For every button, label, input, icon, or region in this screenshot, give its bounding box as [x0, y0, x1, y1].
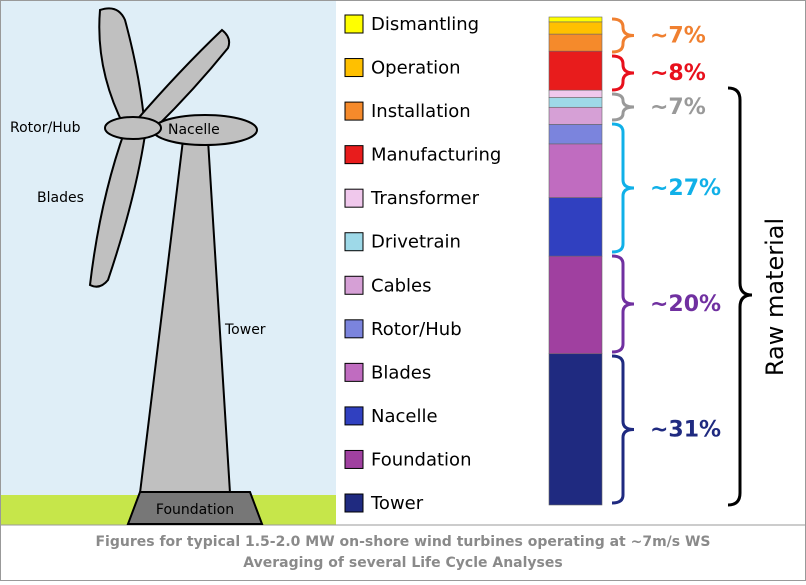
raw-material-brace: [727, 86, 753, 507]
bar-segment: [548, 197, 603, 257]
bar-segment: [548, 124, 603, 145]
annotation: ~7%: [650, 24, 706, 49]
blade: [88, 128, 147, 288]
bar-segment: [548, 33, 603, 52]
legend-swatch: [344, 145, 364, 165]
bracket-label: Raw material: [761, 218, 789, 376]
legend-swatch: [344, 406, 364, 426]
legend-label: Dismantling: [371, 14, 479, 35]
legend-label: Transformer: [370, 188, 480, 209]
caption: Figures for typical 1.5-2.0 MW on-shore …: [95, 534, 710, 550]
brace: [611, 254, 635, 354]
legend-swatch: [344, 14, 364, 34]
legend-swatch: [344, 449, 364, 469]
bar-segment: [548, 255, 603, 355]
caption: Averaging of several Life Cycle Analyses: [243, 555, 562, 571]
hub-shape: [104, 116, 162, 140]
turbine-label: Nacelle: [168, 122, 220, 138]
legend-label: Drivetrain: [371, 232, 461, 253]
legend-label: Cables: [371, 275, 431, 296]
bar-segment: [548, 16, 603, 23]
legend-label: Installation: [371, 101, 471, 122]
legend-label: Tower: [370, 493, 424, 514]
legend-label: Blades: [371, 362, 431, 383]
turbine-label: Tower: [224, 322, 266, 338]
bar-segment: [548, 89, 603, 98]
annotation: ~31%: [650, 418, 721, 443]
bar-segment: [548, 21, 603, 35]
legend-swatch: [344, 319, 364, 339]
legend-label: Manufacturing: [371, 145, 501, 166]
legend-swatch: [344, 58, 364, 78]
annotation: ~27%: [650, 176, 721, 201]
annotation: ~8%: [650, 61, 706, 86]
brace: [611, 17, 635, 54]
turbine-label: Foundation: [156, 502, 234, 518]
bar-segment: [548, 50, 603, 91]
bar-segment: [548, 97, 603, 108]
legend-swatch: [344, 275, 364, 295]
brace: [611, 354, 635, 505]
blade: [133, 28, 231, 140]
foundation-shape: [126, 491, 264, 525]
legend-label: Operation: [371, 58, 461, 79]
turbine-label: Rotor/Hub: [10, 120, 81, 136]
brace: [611, 122, 635, 254]
brace: [611, 92, 635, 122]
turbine: [88, 7, 264, 525]
legend-swatch: [344, 101, 364, 121]
legend-swatch: [344, 188, 364, 208]
legend-label: Foundation: [371, 449, 471, 470]
legend-label: Nacelle: [371, 406, 438, 427]
bar-segment: [548, 106, 603, 125]
bar-segment: [548, 353, 603, 506]
annotation: ~7%: [650, 95, 706, 120]
legend-swatch: [344, 493, 364, 513]
annotation: ~20%: [650, 292, 721, 317]
brace: [611, 54, 635, 92]
bar-segment: [548, 143, 603, 198]
turbine-label: Blades: [37, 190, 84, 206]
legend-label: Rotor/Hub: [371, 319, 462, 340]
blade: [98, 7, 147, 129]
legend-swatch: [344, 362, 364, 382]
legend-swatch: [344, 232, 364, 252]
